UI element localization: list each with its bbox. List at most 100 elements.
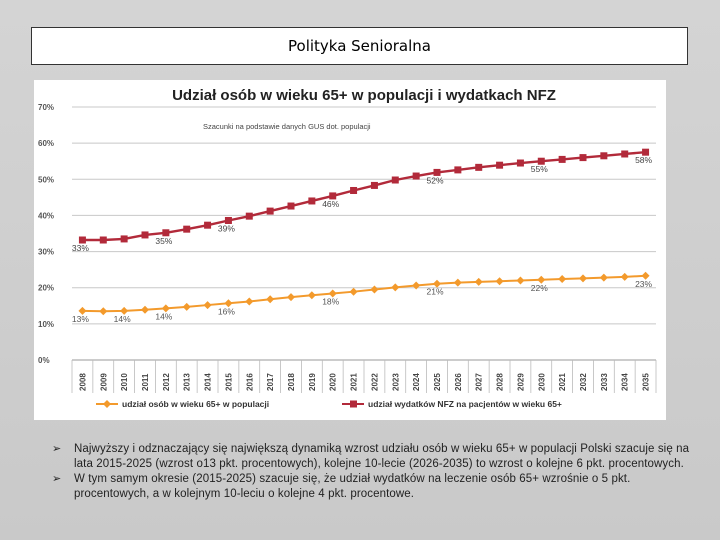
data-label: 14%	[155, 311, 172, 321]
data-point-square	[224, 216, 232, 224]
legend-marker	[350, 400, 357, 408]
data-point-diamond	[203, 301, 212, 310]
data-point-square	[558, 155, 566, 163]
legend-label: udział osób w wieku 65+ w populacji	[122, 399, 269, 409]
data-point-square	[245, 212, 253, 220]
x-tick-label: 2010	[120, 373, 129, 391]
data-point-diamond	[537, 275, 546, 284]
data-point-square	[162, 229, 170, 237]
x-tick-label: 2021	[350, 373, 359, 391]
x-tick-label: 2020	[329, 373, 338, 391]
data-point-square	[454, 166, 462, 174]
data-point-square	[287, 202, 295, 210]
data-point-square	[183, 225, 191, 233]
bullet-item: ➢ W tym samym okresie (2015-2025) szacuj…	[52, 472, 692, 502]
data-label: 52%	[426, 175, 443, 185]
x-tick-label: 2035	[642, 373, 651, 391]
data-point-diamond	[370, 285, 379, 294]
data-label: 16%	[218, 306, 235, 316]
data-point-square	[433, 168, 441, 176]
bullet-item: ➢ Najwyższy i odznaczający się największ…	[52, 442, 692, 472]
y-tick-label: 70%	[38, 103, 54, 112]
data-point-diamond	[391, 283, 400, 292]
x-tick-label: 2024	[412, 373, 421, 391]
legend-marker	[103, 400, 111, 408]
x-tick-label: 2029	[516, 373, 525, 391]
bullet-text: W tym samym okresie (2015-2025) szacuje …	[74, 473, 631, 500]
data-point-diamond	[141, 305, 149, 314]
data-point-diamond	[287, 293, 295, 302]
data-point-diamond	[641, 271, 650, 280]
slide-title: Polityka Senioralna	[31, 27, 688, 65]
data-point-diamond	[599, 273, 608, 282]
data-point-diamond	[224, 299, 233, 308]
data-point-diamond	[620, 272, 629, 281]
data-point-diamond	[558, 275, 567, 284]
data-point-square	[475, 163, 483, 171]
chart-container: Udział osób w wieku 65+ w populacji i wy…	[34, 80, 666, 420]
x-tick-label: 2032	[579, 373, 588, 391]
x-tick-label: 2009	[99, 373, 108, 391]
line-chart: Udział osób w wieku 65+ w populacji i wy…	[38, 87, 657, 409]
x-tick-label: 2025	[433, 373, 442, 391]
data-point-square	[78, 236, 86, 244]
data-point-diamond	[433, 279, 441, 288]
data-label: 35%	[155, 236, 172, 246]
series-line	[82, 274, 646, 313]
x-tick-label: 2030	[537, 373, 546, 391]
series-line	[82, 150, 646, 242]
data-point-diamond	[516, 276, 525, 285]
data-point-diamond	[349, 287, 358, 296]
y-tick-label: 10%	[38, 320, 54, 329]
data-point-square	[266, 207, 274, 215]
y-tick-label: 50%	[38, 175, 54, 184]
data-point-diamond	[328, 289, 337, 298]
data-point-diamond	[161, 304, 170, 313]
data-point-square	[412, 172, 420, 180]
x-tick-label: 2027	[475, 373, 484, 391]
x-tick-label: 2018	[287, 373, 296, 391]
data-point-diamond	[78, 306, 87, 315]
data-point-square	[370, 181, 378, 189]
data-point-square	[621, 150, 629, 158]
x-tick-label: 2019	[308, 373, 317, 391]
data-label: 21%	[426, 287, 443, 297]
y-tick-label: 60%	[38, 139, 54, 148]
data-point-square	[120, 235, 128, 243]
data-point-diamond	[412, 281, 421, 290]
x-tick-label: 2017	[266, 373, 275, 391]
data-point-diamond	[266, 295, 275, 304]
data-label: 18%	[322, 296, 339, 306]
x-tick-label: 2008	[78, 373, 87, 391]
data-label: 14%	[114, 314, 131, 324]
data-point-diamond	[120, 306, 129, 315]
chart-title: Udział osób w wieku 65+ w populacji i wy…	[172, 87, 556, 104]
y-tick-label: 40%	[38, 211, 54, 220]
y-tick-label: 30%	[38, 248, 54, 257]
data-point-square	[141, 231, 149, 239]
x-tick-label: 2021	[558, 373, 567, 391]
data-point-square	[204, 221, 212, 229]
x-tick-label: 2022	[370, 373, 379, 391]
data-point-diamond	[474, 277, 483, 286]
data-label: 46%	[322, 199, 339, 209]
data-point-square	[516, 159, 524, 167]
data-point-square	[537, 157, 545, 165]
data-point-square	[642, 148, 650, 156]
data-point-diamond	[453, 278, 462, 287]
chart-note: Szacunki na podstawie danych GUS dot. po…	[203, 122, 371, 131]
y-tick-label: 20%	[38, 284, 54, 293]
data-label: 23%	[635, 279, 652, 289]
data-point-square	[99, 236, 107, 244]
y-tick-label: 0%	[38, 356, 50, 365]
data-point-square	[496, 161, 504, 169]
data-point-diamond	[245, 297, 254, 306]
x-tick-label: 2011	[141, 373, 150, 391]
arrow-bullet-icon: ➢	[52, 473, 62, 485]
data-point-square	[600, 152, 608, 160]
x-tick-label: 2028	[496, 373, 505, 391]
data-label: 58%	[635, 155, 652, 165]
x-tick-label: 2013	[183, 373, 192, 391]
x-tick-label: 2023	[391, 373, 400, 391]
data-point-square	[579, 154, 587, 162]
